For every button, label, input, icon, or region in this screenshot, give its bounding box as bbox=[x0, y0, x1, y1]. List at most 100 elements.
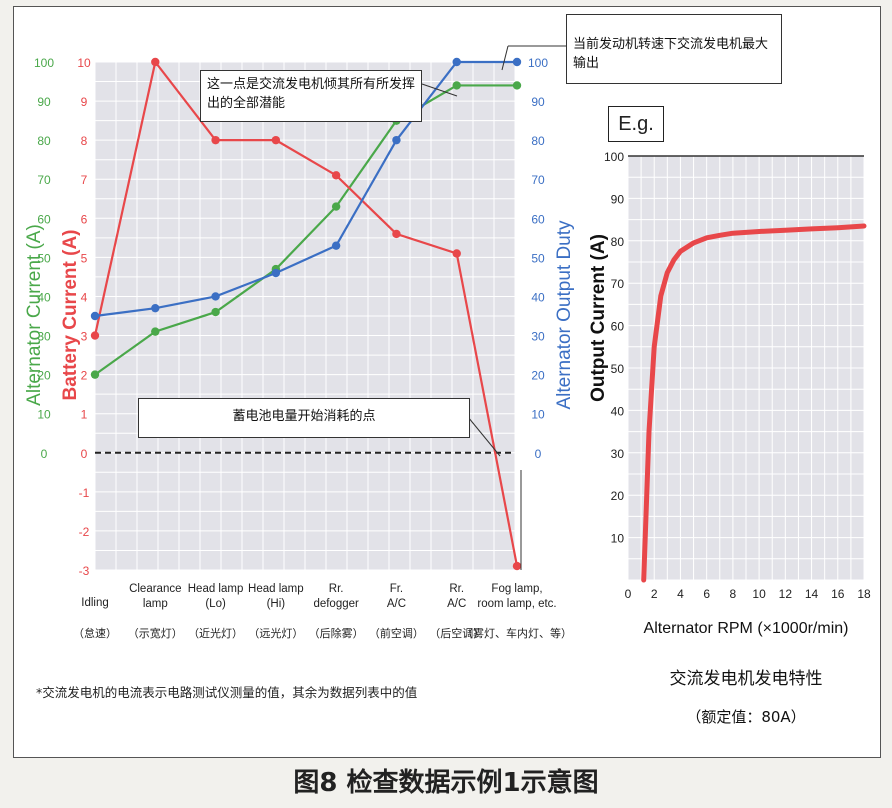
rpm-y-tick-label: 100 bbox=[604, 150, 624, 164]
alternator-rpm-axis-label: Alternator RPM (×1000r/min) bbox=[644, 620, 849, 637]
rpm-x-tick-label: 8 bbox=[730, 587, 737, 601]
rpm-y-tick-label: 20 bbox=[611, 489, 625, 503]
duty-tick-label: 100 bbox=[528, 56, 548, 70]
battery-current-point bbox=[392, 229, 401, 239]
rpm-x-tick-label: 14 bbox=[805, 587, 819, 601]
battery-current-point bbox=[452, 249, 461, 258]
main-chart-grid bbox=[94, 61, 516, 571]
output-duty-axis: 0 10 20 30 40 50 60 70 80 90 100 bbox=[528, 56, 548, 461]
alternator-tick-label: 80 bbox=[37, 134, 51, 148]
output-duty-point bbox=[151, 303, 160, 313]
duty-tick-label: 80 bbox=[531, 134, 545, 148]
battery-tick-label: 7 bbox=[81, 173, 88, 187]
footnote: *交流发电机的电流表示电路测试仪测量的值，其余为数据列表中的值 bbox=[36, 685, 418, 700]
category-label-en: Rr. A/C bbox=[447, 583, 466, 610]
alternator-current-point bbox=[90, 370, 100, 379]
rpm-x-ticks: 0 2 4 6 8 10 12 14 16 18 bbox=[625, 587, 871, 601]
battery-current-line bbox=[93, 59, 519, 567]
rpm-y-ticks: 10 20 30 40 50 60 70 80 90 100 bbox=[604, 150, 624, 546]
alternator-tick-label: 0 bbox=[41, 447, 48, 461]
rpm-y-tick-label: 80 bbox=[611, 235, 625, 249]
rpm-chart-grid bbox=[627, 155, 865, 581]
battery-current-point bbox=[211, 135, 220, 145]
category-label-en: Rr. defogger bbox=[313, 583, 359, 610]
output-duty-point bbox=[452, 57, 461, 67]
category-label-en: Fr. A/C bbox=[387, 583, 406, 610]
battery-current-point bbox=[151, 57, 160, 67]
category-label-en: Head lamp (Hi) bbox=[248, 583, 304, 610]
battery-tick-label: -3 bbox=[79, 564, 90, 578]
battery-tick-label: 1 bbox=[81, 408, 88, 422]
alternator-current-axis-label: Alternator Current (A) bbox=[24, 224, 45, 406]
rpm-y-tick-label: 30 bbox=[611, 447, 625, 461]
max-output-callout: 当前发动机转速下交流发电机最大输出 bbox=[566, 14, 782, 84]
rpm-y-tick-label: 50 bbox=[611, 362, 625, 376]
duty-tick-label: 90 bbox=[531, 95, 545, 109]
category-label-cn: （近光灯） bbox=[188, 626, 243, 640]
battery-tick-label: 9 bbox=[81, 95, 88, 109]
category-label-en: Idling bbox=[81, 597, 109, 609]
category-label-en: Clearance lamp bbox=[129, 583, 181, 610]
category-label-cn: （前空调） bbox=[369, 626, 424, 640]
figure-title: 图8 检查数据示例1示意图 bbox=[293, 768, 599, 798]
output-duty-point bbox=[211, 292, 220, 301]
category-label-cn: （怠速） bbox=[73, 626, 117, 640]
battery-tick-label: 5 bbox=[81, 251, 88, 265]
callout-leader-lines bbox=[421, 45, 566, 570]
duty-tick-label: 50 bbox=[531, 251, 545, 265]
example-label: E.g. bbox=[608, 106, 664, 142]
duty-tick-label: 60 bbox=[531, 212, 545, 226]
battery-current-point bbox=[512, 561, 522, 571]
battery-tick-label: 10 bbox=[77, 56, 91, 70]
duty-tick-label: 20 bbox=[531, 369, 545, 383]
rpm-y-tick-label: 70 bbox=[611, 277, 625, 291]
battery-tick-label: 2 bbox=[81, 369, 88, 383]
battery-current-point bbox=[90, 331, 100, 340]
alternator-tick-label: 20 bbox=[37, 369, 51, 383]
output-duty-line bbox=[94, 60, 517, 318]
output-duty-point bbox=[392, 135, 401, 145]
rpm-x-tick-label: 0 bbox=[625, 587, 632, 601]
battery-current-axis: -3 -2 -1 0 1 2 3 4 5 6 7 8 9 10 bbox=[77, 56, 91, 578]
alternator-tick-label: 70 bbox=[37, 173, 51, 187]
battery-current-point bbox=[271, 135, 281, 145]
category-label-cn: （后除雾） bbox=[309, 626, 364, 640]
rpm-y-tick-label: 90 bbox=[611, 192, 625, 206]
alternator-tick-label: 100 bbox=[34, 56, 54, 70]
rpm-x-tick-label: 4 bbox=[677, 587, 684, 601]
category-label-en: Fog lamp, room lamp, etc. bbox=[477, 583, 556, 610]
alternator-current-point bbox=[512, 81, 522, 90]
rated-value-text: （额定值：80A） bbox=[686, 708, 806, 726]
duty-tick-label: 40 bbox=[531, 290, 545, 304]
battery-drain-callout: 蓄电池电量开始消耗的点 bbox=[138, 398, 470, 438]
alternator-tick-label: 90 bbox=[37, 95, 51, 109]
alternator-tick-label: 50 bbox=[37, 251, 51, 265]
full-potential-callout: 这一点是交流发电机倾其所有所发挥出的全部潜能 bbox=[200, 70, 422, 122]
alternator-current-axis: 0 10 20 30 40 50 60 70 80 90 100 bbox=[34, 56, 54, 461]
rpm-x-tick-label: 16 bbox=[831, 587, 845, 601]
alternator-tick-label: 60 bbox=[37, 212, 51, 226]
battery-current-point bbox=[331, 171, 341, 180]
alternator-current-point bbox=[331, 202, 341, 211]
alternator-current-point bbox=[211, 307, 220, 317]
output-duty-point bbox=[331, 241, 341, 250]
alternator-tick-label: 40 bbox=[37, 290, 51, 304]
duty-tick-label: 10 bbox=[531, 408, 545, 422]
alternator-current-point bbox=[151, 327, 160, 336]
alternator-current-line bbox=[94, 84, 517, 376]
battery-tick-label: 6 bbox=[81, 212, 88, 226]
rpm-x-tick-label: 6 bbox=[703, 587, 710, 601]
output-duty-point bbox=[90, 311, 100, 321]
alternator-tick-label: 10 bbox=[37, 408, 51, 422]
rpm-y-tick-label: 60 bbox=[611, 320, 625, 334]
battery-tick-label: 0 bbox=[81, 447, 88, 461]
rpm-x-tick-label: 18 bbox=[857, 587, 871, 601]
output-current-axis-label: Output Current (A) bbox=[588, 234, 609, 402]
rpm-x-tick-label: 10 bbox=[752, 587, 766, 601]
alternator-current-point bbox=[452, 81, 461, 90]
battery-tick-label: 3 bbox=[81, 330, 88, 344]
duty-tick-label: 70 bbox=[531, 173, 545, 187]
rpm-y-tick-label: 40 bbox=[611, 404, 625, 418]
battery-current-axis-label: Battery Current (A) bbox=[60, 229, 81, 400]
